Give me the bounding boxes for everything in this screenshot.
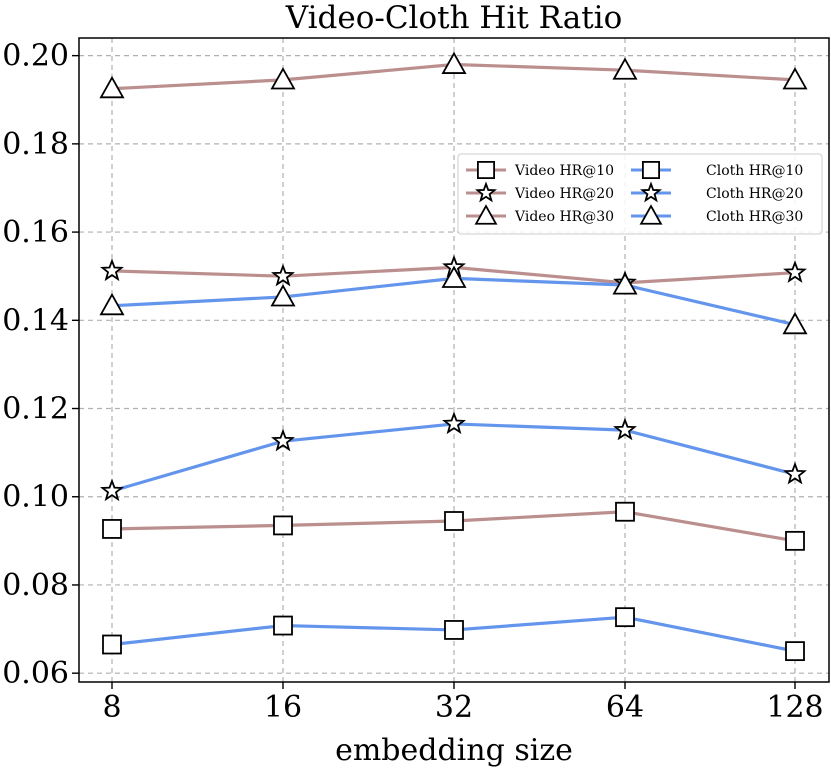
legend-label: Cloth HR@30 xyxy=(706,209,803,225)
data-point xyxy=(270,284,296,307)
square-marker xyxy=(642,160,661,179)
axis-ticks: 0.06 0.08 0.10 0.12 0.14 0.16 0.18 0.20 8 16 32 64 1… xyxy=(2,39,823,725)
star-marker xyxy=(474,181,498,203)
star-marker xyxy=(639,181,663,203)
data-point xyxy=(100,258,124,282)
y-tick-label: 0.16 xyxy=(2,215,69,250)
data-point xyxy=(785,530,805,551)
square-marker xyxy=(476,160,495,179)
legend-label: Video HR@20 xyxy=(514,186,614,202)
data-point xyxy=(612,272,638,295)
data-point xyxy=(783,260,807,283)
y-tick-label: 0.20 xyxy=(2,39,69,74)
legend: Video HR@10 Video HR@20 Video HR@30 Cloth H… xyxy=(457,153,823,235)
x-axis-title: embedding size xyxy=(335,733,573,768)
legend-item: Video HR@30 xyxy=(466,204,614,225)
data-point xyxy=(441,265,467,288)
x-tick-label: 64 xyxy=(606,690,644,725)
data-point xyxy=(785,641,805,662)
y-tick-label: 0.10 xyxy=(2,480,69,515)
y-tick-label: 0.18 xyxy=(2,127,69,162)
legend-item: Cloth HR@20 xyxy=(631,181,803,203)
data-point xyxy=(270,67,296,90)
triangle-marker xyxy=(639,204,663,225)
data-point xyxy=(99,292,125,316)
data-point xyxy=(102,634,122,655)
series-video-hr-10 xyxy=(102,501,805,551)
data-point xyxy=(441,51,467,74)
legend-label: Video HR@30 xyxy=(514,209,614,225)
series-cloth-hr-30 xyxy=(99,265,808,335)
data-point xyxy=(444,620,464,640)
series-cloth-hr-20 xyxy=(100,411,807,502)
data-point xyxy=(273,515,293,536)
data-point xyxy=(271,428,295,452)
y-tick-label: 0.06 xyxy=(2,656,69,691)
legend-item: Video HR@20 xyxy=(466,181,614,203)
series-layer xyxy=(99,51,808,662)
y-tick-label: 0.08 xyxy=(2,568,69,603)
series-video-hr-30 xyxy=(99,51,808,99)
data-point xyxy=(271,263,295,287)
data-point xyxy=(99,75,125,99)
data-point xyxy=(444,511,464,531)
data-point xyxy=(782,67,808,90)
legend-item: Cloth HR@10 xyxy=(631,160,803,179)
legend-label: Cloth HR@20 xyxy=(706,186,803,202)
x-tick-label: 128 xyxy=(766,690,823,725)
data-point xyxy=(442,411,466,435)
grid xyxy=(79,38,829,682)
data-point xyxy=(100,478,124,502)
data-point xyxy=(615,607,635,628)
y-tick-label: 0.14 xyxy=(2,303,69,338)
data-point xyxy=(273,615,293,636)
data-point xyxy=(783,461,807,485)
x-tick-label: 32 xyxy=(435,690,473,725)
x-tick-label: 16 xyxy=(264,690,302,725)
data-point xyxy=(613,417,637,441)
series-cloth-hr-10 xyxy=(102,607,805,662)
data-point xyxy=(782,311,808,335)
legend-label: Cloth HR@10 xyxy=(706,163,803,179)
triangle-marker xyxy=(474,204,498,225)
legend-item: Video HR@10 xyxy=(466,160,614,179)
data-point xyxy=(102,519,122,539)
legend-item: Cloth HR@30 xyxy=(631,204,803,225)
chart-title: Video-Cloth Hit Ratio xyxy=(285,0,623,36)
data-point xyxy=(615,501,635,522)
y-tick-label: 0.12 xyxy=(2,392,69,427)
legend-label: Video HR@10 xyxy=(514,163,614,179)
x-tick-label: 8 xyxy=(102,690,121,725)
data-point xyxy=(612,57,638,80)
